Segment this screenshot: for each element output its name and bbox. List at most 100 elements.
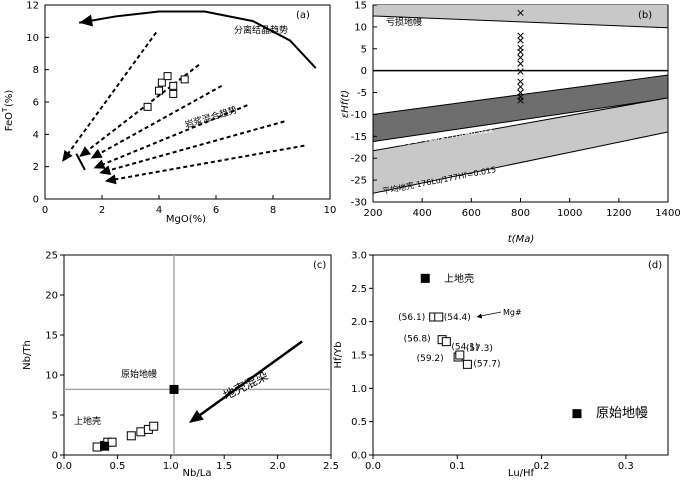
panel-a-marks <box>62 10 317 185</box>
mg-number-pointer-head <box>476 313 483 319</box>
x-tick-label: 2.0 <box>270 461 286 472</box>
x-tick-label: 200 <box>363 208 382 219</box>
panel-b-bands <box>373 5 668 194</box>
y-tick-label: -5 <box>357 88 367 99</box>
y-tick-label: 2.5 <box>351 284 367 295</box>
crustal-contamination-arrowhead <box>188 409 204 423</box>
x-tick-label: 10 <box>324 205 337 216</box>
reference-point <box>572 409 582 419</box>
mixing-trend-arrowhead <box>104 174 117 185</box>
mg-number-label: (59.2) <box>417 354 444 364</box>
y-tick-label: 4 <box>33 130 39 141</box>
x-tick-label: 2 <box>99 205 105 216</box>
mg-number-label: (56.1) <box>398 313 425 323</box>
mg-number-label: (54.1) <box>451 343 478 353</box>
y-tick-label: 10 <box>26 33 39 44</box>
mixing-trend-arrowhead <box>90 148 103 159</box>
sample-point <box>434 312 444 322</box>
x-tick-label: 800 <box>511 208 530 219</box>
y-tick-label: 15 <box>45 331 58 342</box>
panel-b: 200 400 600 800 1000 1200 1400 -30 -25 -20 -15 -10 -… <box>340 1 681 246</box>
reference-point <box>420 273 430 283</box>
sample-point <box>462 359 472 369</box>
evolution-band-0 <box>373 5 668 29</box>
mixing-trend-arrow <box>84 64 200 153</box>
panel-c-axes: 0.0 0.5 1.0 1.5 2.0 2.5 0 5 10 15 20 25 <box>45 251 339 473</box>
zircon-hf-point-stroke <box>517 37 524 44</box>
sample-point <box>169 81 178 90</box>
panel-c-ylabel: Nb/Th <box>22 340 33 370</box>
y-tick-label: -30 <box>351 198 367 209</box>
y-tick-label: 6 <box>33 98 39 109</box>
fractional-crystallization-label: 分离结晶趋势 <box>234 24 288 36</box>
y-tick-label: 5 <box>52 411 58 422</box>
panel-b-label: (b) <box>638 10 652 21</box>
zircon-hf-point-stroke <box>517 97 524 104</box>
mixing-trend-arrowhead <box>62 149 73 162</box>
y-tick-label: 25 <box>45 251 58 262</box>
y-tick-label: 1.5 <box>351 351 367 362</box>
x-tick-label: 6 <box>213 205 219 216</box>
upper-crust-label-c: 上地壳 <box>74 415 101 427</box>
evolution-band-2 <box>373 97 668 194</box>
panel-d-axes: 0.0 0.1 0.2 0.3 0.0 0.5 1.0 1.5 2.0 2.5 3.0 <box>351 251 634 473</box>
x-tick-label: 1.5 <box>216 461 232 472</box>
evolution-band-1 <box>373 74 668 143</box>
sample-point <box>169 89 178 98</box>
panel-c-frame <box>63 254 332 456</box>
panel-a-xlabel: MgO(%) <box>166 214 206 225</box>
x-tick-label: 1400 <box>655 208 680 219</box>
mixing-trend-arrow <box>97 84 223 156</box>
primitive-mantle-label-d: 原始地幔 <box>596 406 648 421</box>
panel-b-marks <box>373 5 668 194</box>
y-tick-label: 3.0 <box>351 251 367 262</box>
mg-number-annotation: Mg# <box>503 308 522 317</box>
fractional-crystallization-curve <box>79 10 317 69</box>
depleted-mantle-label: 亏损地幔 <box>386 16 422 28</box>
x-tick-label: 0.3 <box>618 461 634 472</box>
sample-point <box>143 102 152 111</box>
zircon-hf-point-stroke <box>517 32 524 39</box>
panel-d-label: (d) <box>648 260 662 271</box>
zircon-hf-point <box>517 37 524 44</box>
zircon-hf-point <box>517 54 524 61</box>
sample-point <box>163 72 172 81</box>
y-tick-label: -20 <box>351 154 367 165</box>
y-tick-label: 10 <box>354 22 367 33</box>
zircon-hf-point-stroke <box>517 68 524 75</box>
fractional-curve-arrowhead <box>79 14 94 27</box>
zircon-hf-point-stroke <box>517 60 524 67</box>
mg-number-label: (57.3) <box>466 344 493 354</box>
sample-point <box>157 78 166 87</box>
crustal-contamination-arrow <box>196 340 303 419</box>
y-tick-label: 0 <box>33 195 39 206</box>
x-tick-label: 0.1 <box>449 461 465 472</box>
mixing-trend-arrowhead <box>93 159 106 169</box>
zircon-hf-point <box>517 9 524 17</box>
panel-c: 0.0 0.5 1.0 1.5 2.0 2.5 0 5 10 15 20 25 (c) 原始地幔 上地… <box>22 251 339 480</box>
y-tick-label: -10 <box>351 110 367 121</box>
x-tick-label: 4 <box>156 205 162 216</box>
x-tick-label: 600 <box>462 208 481 219</box>
sample-point <box>149 421 159 431</box>
zircon-hf-point <box>517 97 524 104</box>
upper-crust-label-d: 上地壳 <box>444 272 474 285</box>
y-tick-label: 20 <box>45 291 58 302</box>
zircon-hf-point <box>517 60 524 67</box>
mixing-trend-arrow <box>65 31 157 156</box>
zircon-hf-point-stroke <box>517 78 524 85</box>
y-tick-label: 12 <box>26 1 39 12</box>
mafic-end-member-line <box>75 153 86 171</box>
panel-a-axes: 0 2 4 6 8 10 0 2 4 6 8 10 12 <box>26 1 336 217</box>
x-tick-label: 1000 <box>557 208 582 219</box>
y-tick-label: 0 <box>52 451 58 462</box>
mixing-trend-arrow <box>100 104 248 167</box>
panel-b-axes: 200 400 600 800 1000 1200 1400 -30 -25 -20 -15 -10 -… <box>351 1 681 220</box>
y-tick-label: 15 <box>354 1 367 12</box>
x-tick-label: 0 <box>42 205 48 216</box>
sample-point <box>92 442 102 452</box>
panel-d-frame <box>372 254 669 456</box>
mixing-trend-arrow <box>106 120 285 172</box>
panel-a-ylabel-sup: T <box>1 107 9 113</box>
